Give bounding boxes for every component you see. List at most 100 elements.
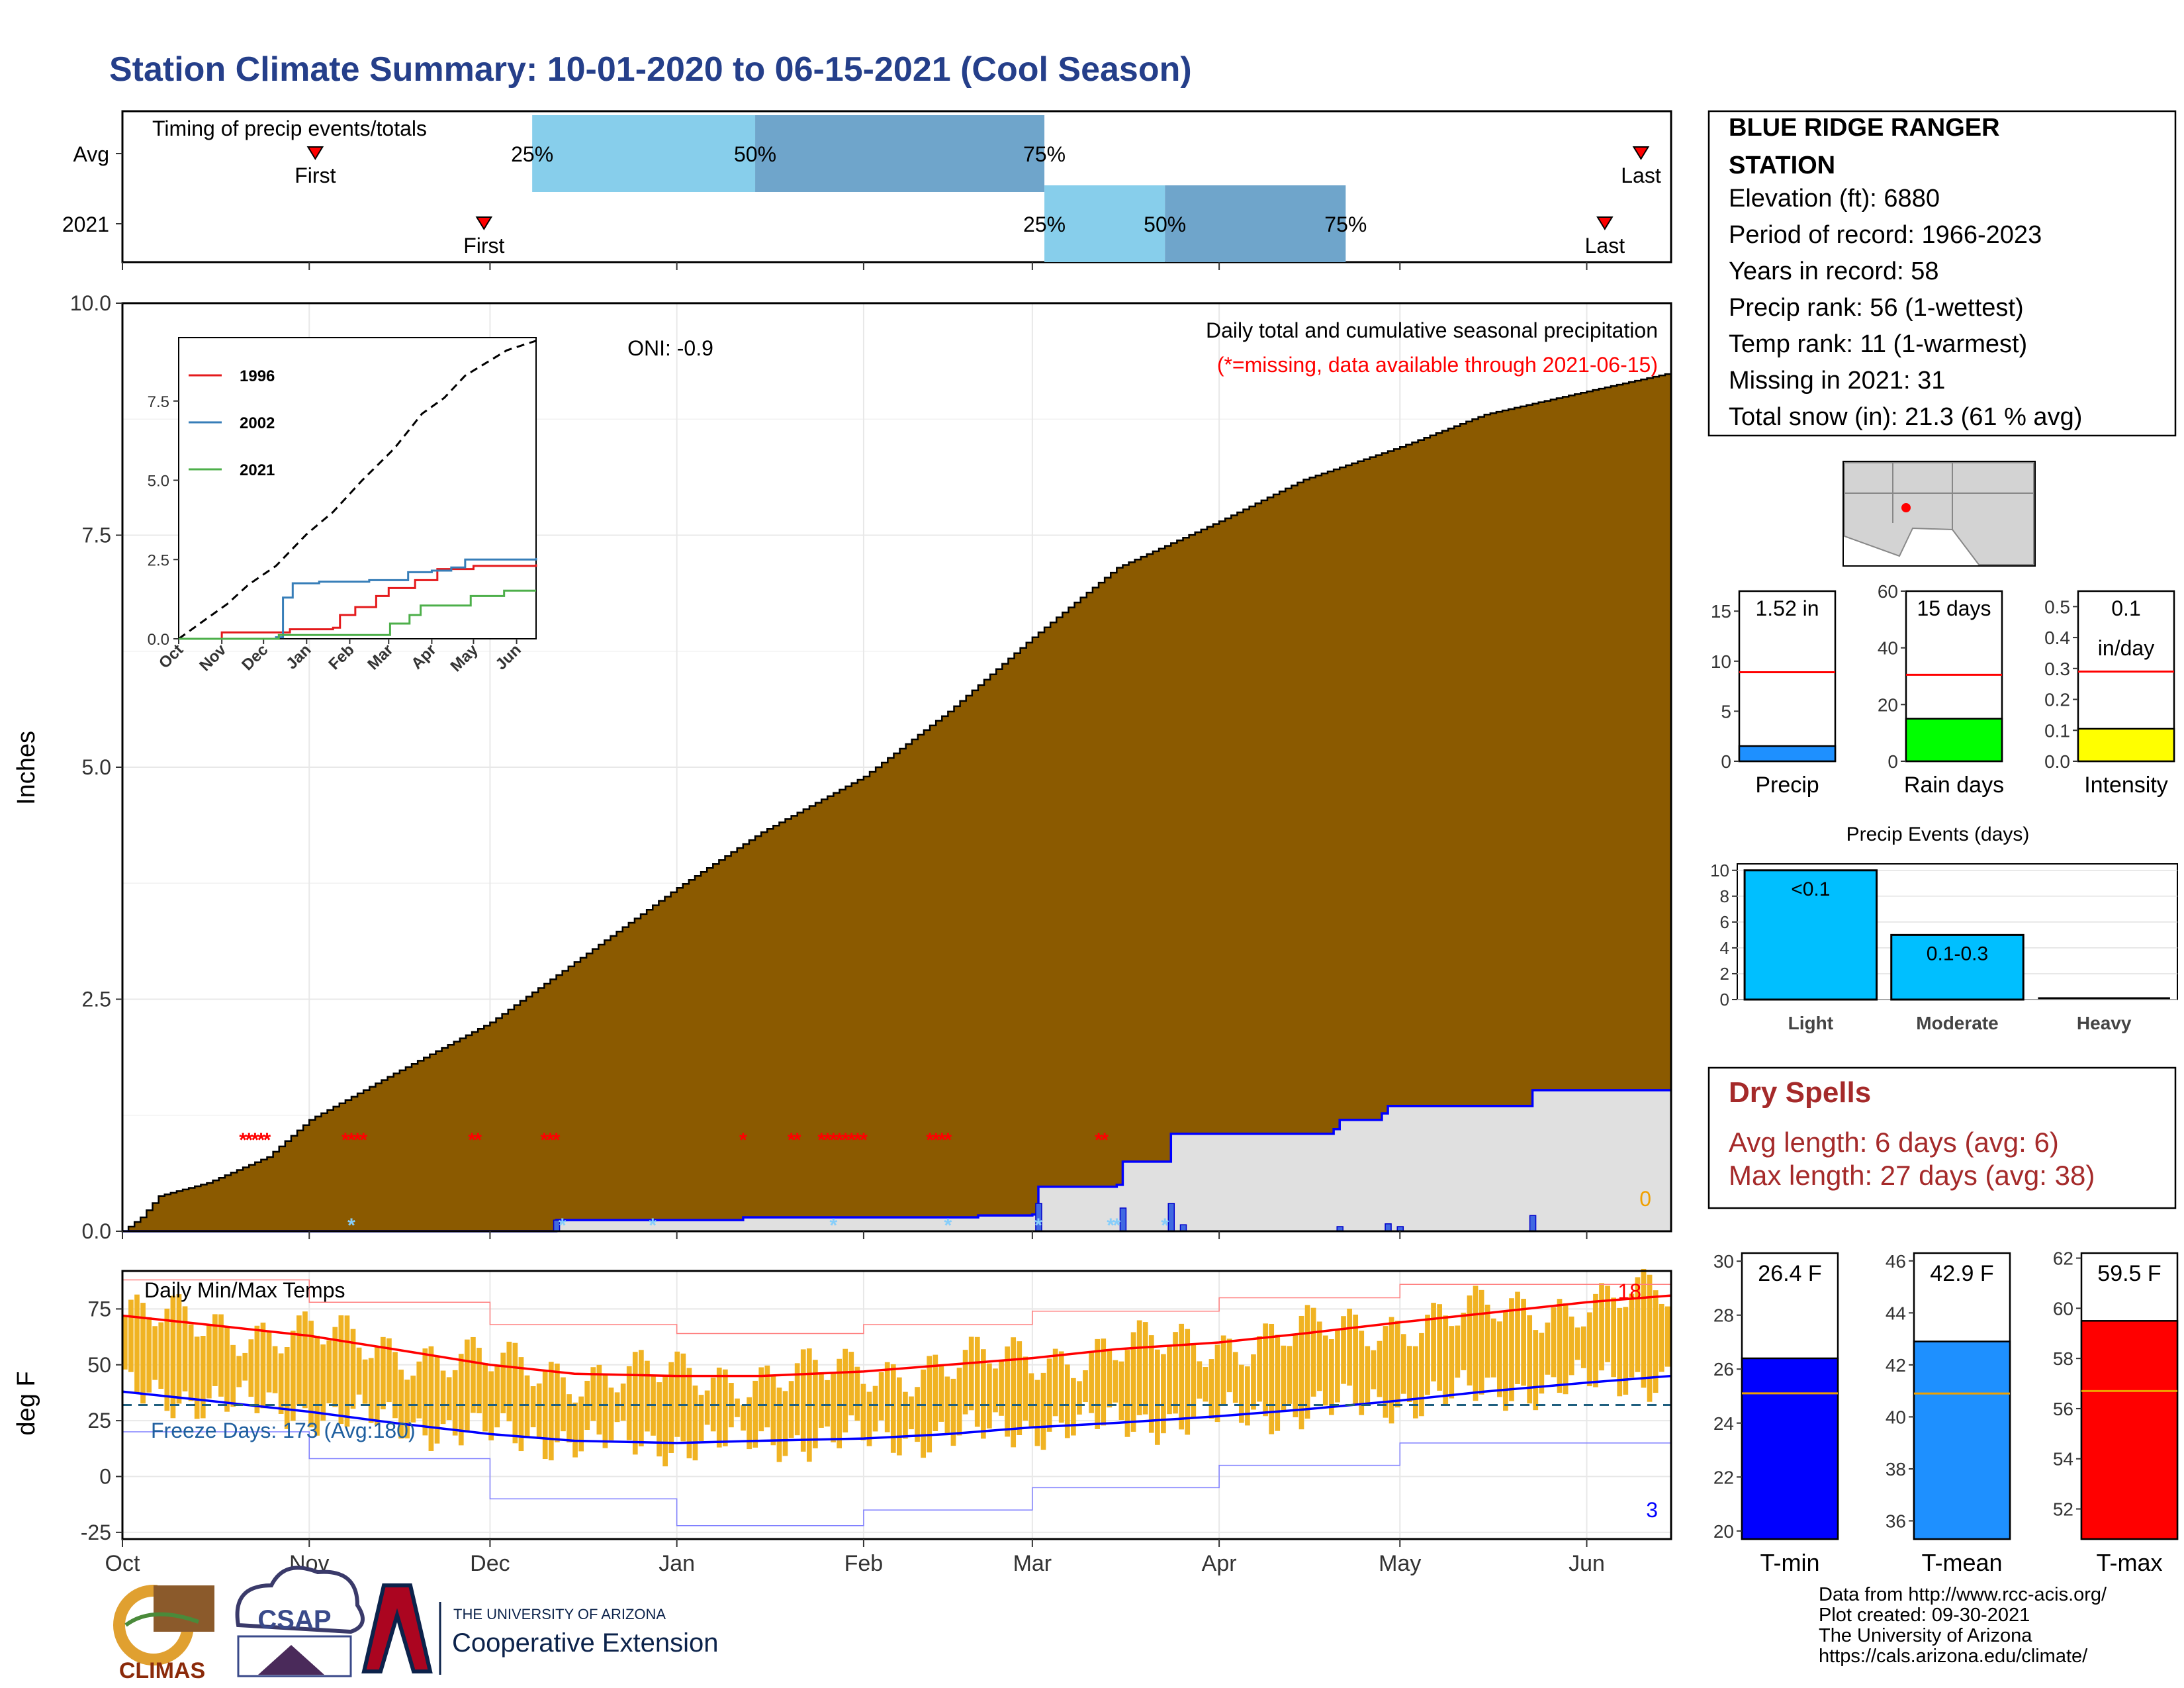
daily-temp-range-bar [530, 1386, 536, 1428]
station-info-line: Period of record: 1966-2023 [1729, 221, 2042, 249]
timing-first-label: First [295, 164, 336, 187]
timing-last-label: Last [1585, 234, 1625, 258]
daily-temp-range-bar [657, 1382, 662, 1457]
daily-temp-range-bar [974, 1336, 980, 1427]
precip-summary-bars: 0 5 10 15 1.52 in Precip 0 20 40 60 15 days Rain da… [1711, 581, 2175, 798]
temp-summary-y-tick-label: 40 [1886, 1407, 1906, 1427]
daily-temp-range-bar [152, 1326, 158, 1380]
precip-events-y-tick-label: 6 [1720, 912, 1729, 932]
mini-precip-value: 0.1 [2111, 596, 2140, 620]
missing-day-marker: * [245, 1129, 253, 1151]
dry-spells-max: Max length: 27 days (avg: 38) [1729, 1160, 2095, 1191]
daily-temp-range-bar [381, 1336, 386, 1410]
daily-temp-range-bar [1124, 1350, 1130, 1437]
daily-temp-range-bar [1443, 1315, 1449, 1405]
daily-temp-range-bar [128, 1299, 134, 1372]
daily-temp-range-bar [944, 1376, 950, 1434]
record-tmin-line [122, 1414, 1672, 1526]
timing-q50-q75-bar [1165, 185, 1346, 262]
missing-day-marker: * [830, 1129, 838, 1151]
daily-temp-range-bar [921, 1369, 926, 1458]
precip-y-tick-label: 2.5 [82, 988, 111, 1011]
daily-temp-range-bar [1251, 1354, 1256, 1410]
daily-temp-range-bar [1023, 1356, 1028, 1421]
temp-panel-frame [121, 1270, 1672, 1540]
missing-day-marker: * [926, 1129, 934, 1151]
daily-temp-range-bar [1431, 1303, 1436, 1382]
daily-temp-range-bar [278, 1353, 284, 1414]
mini-precip-y-tick-label: 20 [1878, 694, 1898, 715]
daily-temp-range-bar [776, 1387, 782, 1462]
cumulative-2021-line [122, 1089, 1671, 1233]
daily-temp-range-bar [362, 1359, 368, 1404]
inset-legend-label: 1996 [240, 367, 275, 385]
daily-temp-range-bar [1406, 1346, 1412, 1402]
temp-summary-y-tick-label: 60 [2053, 1298, 2073, 1319]
timing-first-label: First [463, 234, 504, 258]
daily-temp-range-bar [236, 1356, 242, 1387]
daily-temp-range-bar [1539, 1333, 1545, 1394]
daily-temp-range-bar [1161, 1354, 1166, 1434]
daily-temp-range-bar [471, 1336, 476, 1413]
timing-first-marker [306, 146, 324, 160]
credit-line: Plot created: 09-30-2021 [1819, 1605, 2030, 1626]
ua-logo-line1: THE UNIVERSITY OF ARIZONA [453, 1606, 666, 1622]
daily-temp-range-bar [392, 1352, 398, 1419]
mini-precip-y-tick-label: 15 [1711, 601, 1731, 622]
inset-y-tick-label: 5.0 [148, 473, 169, 491]
temp-label: Daily Min/Max Temps [144, 1278, 345, 1302]
daily-temp-range-bar [170, 1295, 176, 1419]
daily-temp-range-bar [404, 1380, 410, 1438]
record-tmax-line [122, 1271, 1672, 1335]
daily-temp-range-bar [962, 1350, 968, 1415]
daily-temp-range-bar [332, 1327, 338, 1407]
credits-block: Data from http://www.rcc-acis.org/Plot c… [1819, 1584, 2107, 1667]
daily-temp-range-bar [387, 1338, 392, 1403]
daily-temp-range-bar [134, 1294, 140, 1393]
daily-temp-range-bar [722, 1369, 728, 1446]
daily-temp-range-bar [1316, 1321, 1322, 1391]
daily-temp-range-bar [1208, 1359, 1214, 1419]
dry-spells-frame [1707, 1066, 2177, 1209]
snow-day-marker: * [559, 1215, 567, 1237]
daily-temp-range-bar [848, 1352, 854, 1416]
snow-day-marker: * [347, 1215, 355, 1237]
daily-temp-range-bar [1017, 1341, 1023, 1436]
daily-temp-range-bar [1287, 1346, 1293, 1404]
daily-temp-range-bar [860, 1383, 866, 1440]
inset-legend-label: 2002 [240, 414, 275, 432]
daily-temp-range-bar [1533, 1330, 1539, 1411]
daily-temp-range-bar [825, 1380, 830, 1427]
mini-precip-y-tick-label: 5 [1721, 701, 1731, 722]
timing-q25-label: 25% [511, 142, 553, 166]
daily-temp-range-bar [1611, 1297, 1617, 1378]
missing-day-marker: * [353, 1129, 361, 1151]
temp-x-tick-label: Feb [844, 1551, 884, 1576]
temp-y-tick-label: 75 [87, 1297, 111, 1321]
avg-cumulative-precip-area [122, 373, 1672, 1233]
temp-summary-y-tick-label: 44 [1886, 1303, 1906, 1323]
daily-temp-range-bar [1064, 1364, 1070, 1438]
mini-precip-value: 1.52 in [1755, 596, 1819, 620]
daily-temp-range-bar [1371, 1350, 1377, 1389]
station-name-line1: BLUE RIDGE RANGER [1729, 114, 2000, 142]
mini-precip-bar [2077, 727, 2175, 763]
daily-temp-range-bar [1509, 1298, 1514, 1401]
daily-temp-range-bar [1107, 1348, 1113, 1408]
mini-precip-y-tick-label: 0.4 [2044, 628, 2070, 648]
precip-events-chart: Precip Events (days) 0 2 4 6 8 10 <0.1 Light 0.1… [1710, 823, 2178, 1033]
daily-temp-range-bar [1557, 1299, 1563, 1393]
precip-events-y-tick-label: 10 [1710, 861, 1729, 880]
temp-summary-y-tick-label: 46 [1886, 1251, 1906, 1272]
daily-temp-range-bar [620, 1383, 626, 1421]
inset-legend-label: 2021 [240, 461, 275, 479]
hot-days-count: 18 [1617, 1280, 1641, 1303]
daily-temp-range-bar [692, 1385, 698, 1461]
daily-temp-range-bar [1113, 1360, 1118, 1403]
daily-temp-range-bar [1527, 1315, 1533, 1404]
daily-temp-range-bar [1388, 1317, 1394, 1424]
missing-day-marker: * [836, 1129, 844, 1151]
daily-temp-range-bar [884, 1362, 890, 1432]
temp-summary-label: T-max [2096, 1549, 2162, 1576]
daily-temp-range-bar [1479, 1289, 1484, 1395]
